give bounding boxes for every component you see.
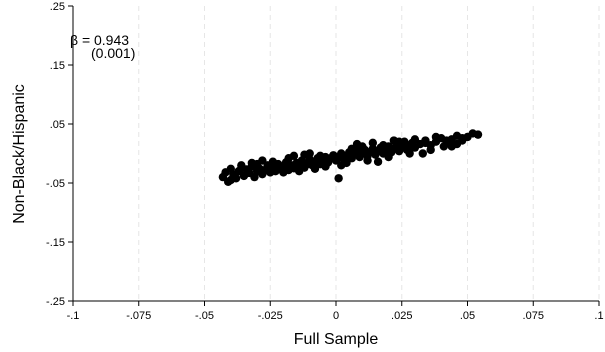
data-points — [218, 129, 483, 187]
x-tick-label: 0 — [333, 310, 339, 322]
y-tick-label: -.05 — [46, 178, 65, 190]
y-ticks: .25 .15 .05 -.05 -.15 -.25 — [46, 1, 73, 308]
scatter-point — [384, 152, 393, 162]
x-axis-title: Full Sample — [294, 331, 379, 348]
scatter-point — [473, 130, 483, 139]
scatter-point — [294, 167, 304, 176]
scatter-point — [389, 136, 399, 145]
scatter-point — [431, 132, 441, 142]
y-tick-label: .15 — [50, 60, 65, 72]
scatter-point — [418, 149, 427, 158]
scatter-point — [231, 174, 241, 183]
x-tick-label: .075 — [523, 310, 544, 322]
scatter-point — [247, 158, 257, 168]
y-axis-title: Non-Black/Hispanic — [11, 84, 28, 224]
x-tick-label: .025 — [391, 310, 412, 322]
scatter-point — [442, 136, 451, 145]
x-tick-label: .1 — [594, 310, 603, 322]
scatter-point — [310, 164, 320, 174]
x-tick-label: -.025 — [258, 310, 283, 322]
x-tick-label: -.075 — [126, 310, 151, 322]
scatter-point — [379, 141, 388, 150]
x-tick-label: -.1 — [67, 310, 80, 322]
scatter-point — [400, 137, 409, 146]
scatter-point — [426, 145, 435, 155]
scatter-point — [258, 156, 267, 165]
scatter-point — [342, 158, 351, 168]
beta-se-annotation: (0.001) — [91, 45, 135, 61]
scatter-point — [279, 168, 288, 177]
scatter-point — [410, 135, 420, 144]
scatter-point — [316, 151, 325, 161]
scatter-point — [237, 161, 246, 170]
scatter-point — [347, 144, 356, 153]
x-tick-label: -.05 — [195, 310, 214, 322]
y-tick-label: .25 — [50, 1, 65, 13]
scatter-point — [447, 142, 456, 151]
scatter-point — [405, 149, 414, 158]
scatter-point — [305, 149, 314, 158]
y-tick-label: -.25 — [46, 296, 65, 308]
scatter-point — [289, 151, 299, 161]
y-tick-label: -.15 — [46, 237, 65, 249]
scatter-point — [321, 162, 330, 171]
scatter-point — [368, 138, 378, 148]
scatter-point — [226, 164, 235, 174]
scatter-point — [334, 174, 343, 183]
x-tick-label: .05 — [460, 310, 475, 322]
x-ticks: -.1 -.075 -.05 -.025 0 .025 .05 .075 .1 — [67, 301, 604, 322]
beta-annotation: β = 0.943 — [70, 32, 129, 48]
scatter-point — [268, 157, 278, 166]
y-tick-label: .05 — [50, 119, 65, 131]
scatter-point — [373, 157, 383, 166]
scatter-point — [458, 133, 467, 143]
scatter-point — [421, 138, 430, 148]
scatter-point — [363, 156, 372, 165]
